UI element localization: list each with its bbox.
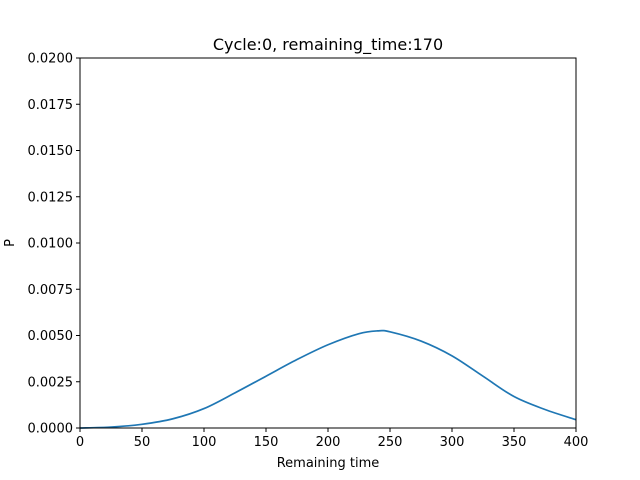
x-tick-label: 200: [316, 435, 341, 450]
x-axis-ticks: 0 50 100 150 200 250 300 350 400: [76, 428, 589, 450]
plot-area: [79, 329, 577, 429]
y-axis-label: P: [3, 239, 18, 247]
x-tick-label: 150: [254, 435, 279, 450]
y-tick-label: 0.0150: [28, 144, 74, 159]
x-tick-label: 300: [440, 435, 465, 450]
y-tick-label: 0.0200: [28, 52, 74, 67]
x-tick-label: 350: [502, 435, 527, 450]
y-tick-label: 0.0025: [28, 375, 74, 390]
y-tick-label: 0.0100: [28, 237, 74, 252]
y-tick-label: 0.0000: [28, 422, 74, 437]
y-tick-label: 0.0175: [28, 98, 74, 113]
x-tick-label: 0: [76, 435, 84, 450]
y-axis-ticks: 0.0000 0.0025 0.0050 0.0075 0.0100 0.0125 0.01…: [28, 52, 80, 437]
y-tick-label: 0.0125: [28, 190, 74, 205]
x-tick-label: 400: [564, 435, 589, 450]
x-tick-label: 250: [378, 435, 403, 450]
series-line: [79, 329, 577, 429]
x-tick-label: 50: [134, 435, 151, 450]
y-tick-label: 0.0075: [28, 283, 74, 298]
y-tick-label: 0.0050: [28, 329, 74, 344]
x-tick-label: 100: [192, 435, 217, 450]
x-axis-label: Remaining time: [277, 456, 380, 471]
chart-title: Cycle:0, remaining_time:170: [213, 35, 443, 55]
